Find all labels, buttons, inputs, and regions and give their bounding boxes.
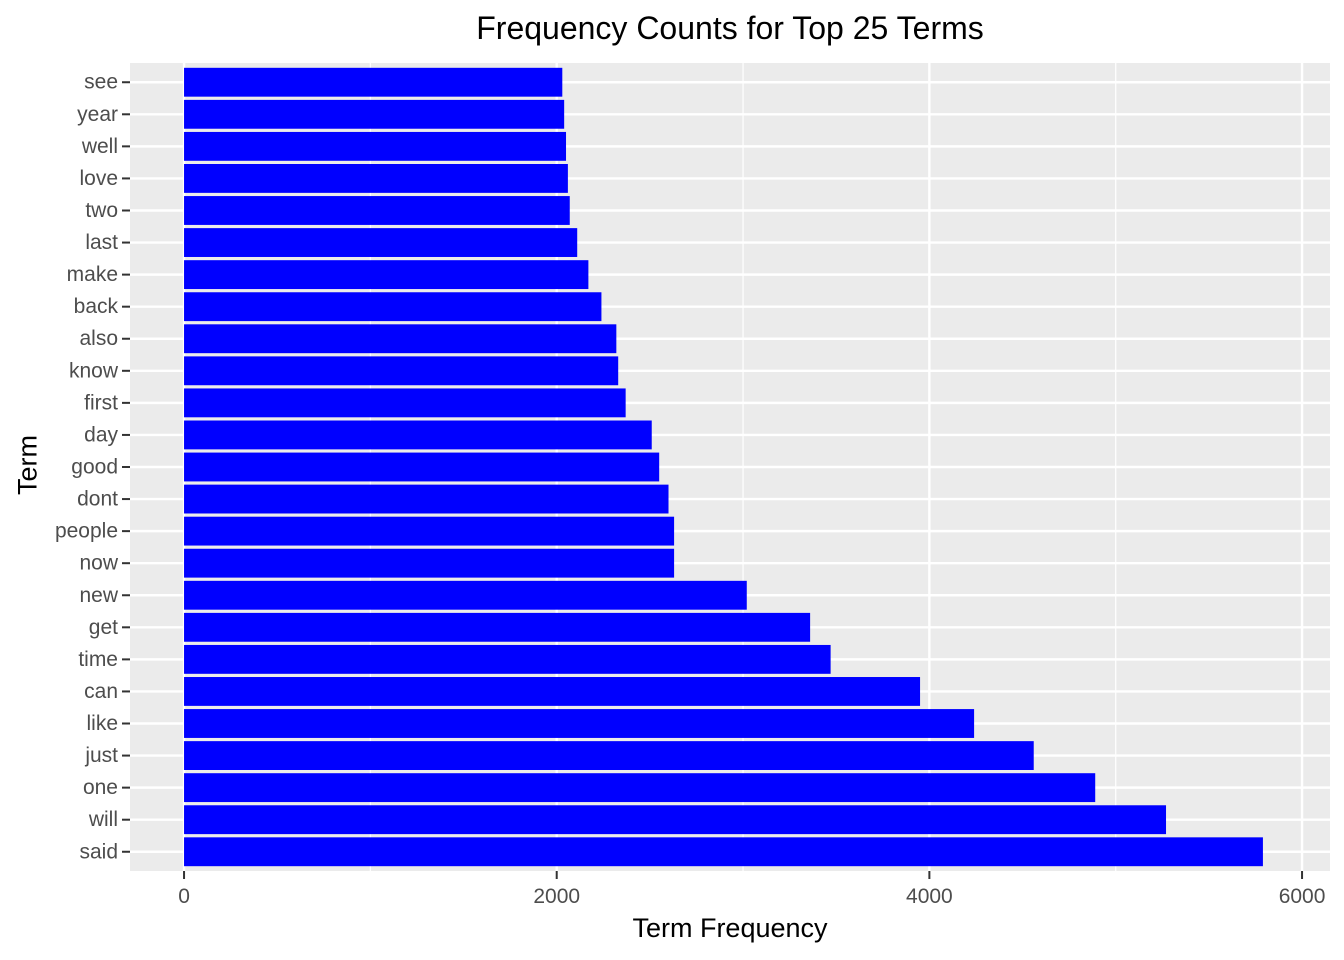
y-tick-label: well (81, 135, 118, 158)
bar-year (184, 99, 565, 129)
bar-new (184, 580, 747, 610)
y-tick-label: back (74, 295, 119, 318)
x-axis-title: Term Frequency (632, 913, 828, 943)
y-tick-label: love (79, 167, 118, 190)
y-tick-label: will (88, 808, 118, 831)
bar-know (184, 356, 619, 386)
bar-see (184, 67, 563, 97)
bar-two (184, 196, 570, 225)
y-tick-label: see (84, 71, 118, 94)
bar-now (184, 548, 675, 578)
y-tick-label: last (85, 231, 118, 254)
bar-well (184, 131, 567, 161)
y-tick-label: can (84, 680, 118, 703)
bar-can (184, 677, 921, 706)
y-tick-label: know (69, 359, 119, 382)
y-tick-label: said (79, 840, 118, 863)
y-tick-label: just (84, 744, 118, 767)
bar-love (184, 164, 568, 193)
chart-title: Frequency Counts for Top 25 Terms (476, 10, 984, 46)
bar-first (184, 388, 626, 418)
y-tick-label: one (83, 776, 118, 799)
bar-last (184, 228, 578, 257)
bar-dont (184, 484, 669, 514)
x-tick-label: 2000 (533, 885, 580, 908)
y-tick-label: day (84, 423, 118, 446)
x-tick-label: 6000 (1279, 885, 1326, 908)
bar-like (184, 709, 975, 738)
y-tick-label: first (84, 391, 118, 414)
y-tick-label: year (77, 103, 118, 126)
bar-day (184, 420, 652, 450)
y-tick-label: two (85, 199, 118, 222)
bar-make (184, 260, 589, 290)
bar-get (184, 612, 811, 642)
bar-one (184, 773, 1096, 803)
x-tick-label: 4000 (906, 885, 953, 908)
bar-just (184, 741, 1034, 770)
x-tick-label: 0 (178, 885, 190, 908)
y-axis: said will one just like can time get new now peopl… (55, 71, 130, 863)
y-tick-label: like (86, 712, 118, 735)
bar-said (184, 837, 1263, 867)
bar-back (184, 292, 602, 322)
y-tick-label: new (79, 584, 118, 607)
bars (184, 67, 1263, 867)
y-tick-label: also (79, 327, 118, 350)
y-tick-label: make (67, 263, 118, 286)
y-tick-label: time (78, 648, 118, 671)
y-tick-label: people (55, 520, 118, 543)
bar-time (184, 644, 831, 674)
x-axis: 0 2000 4000 6000 (178, 871, 1325, 908)
y-tick-label: good (71, 456, 118, 479)
bar-people (184, 516, 675, 546)
y-tick-label: get (89, 616, 118, 639)
bar-good (184, 452, 660, 482)
y-tick-label: now (79, 552, 118, 575)
bar-will (184, 805, 1167, 835)
bar-also (184, 324, 617, 354)
y-tick-label: dont (77, 488, 118, 511)
